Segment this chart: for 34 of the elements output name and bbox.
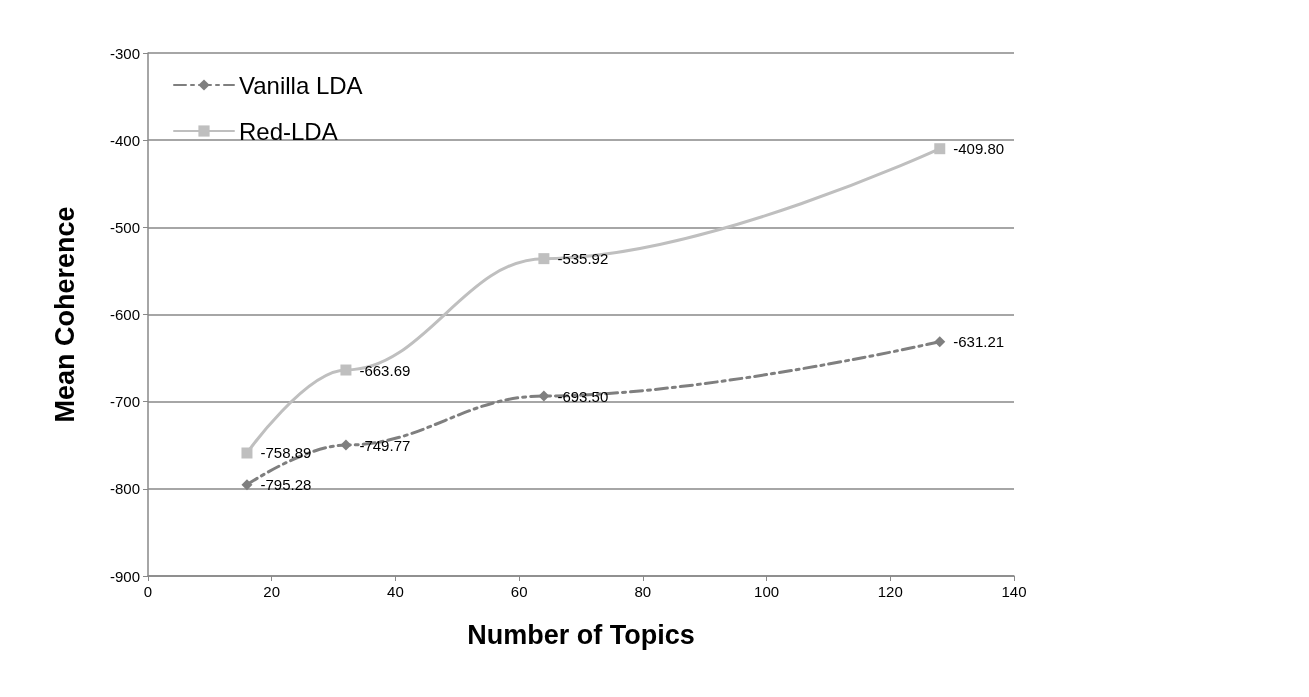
x-tick-label: 140: [1001, 583, 1027, 600]
data-label: -749.77: [359, 436, 411, 454]
data-label: -409.80: [953, 140, 1005, 158]
point: [340, 364, 352, 376]
y-tick-label: -700: [109, 393, 140, 411]
y-tick-label: -900: [109, 567, 140, 585]
point: [241, 447, 253, 459]
y-tick-label: -300: [109, 44, 140, 62]
legend-label: Red-LDA: [239, 117, 338, 145]
x-tick-label: 40: [387, 583, 404, 600]
x-tick-label: 80: [634, 583, 652, 600]
data-label: -693.50: [557, 387, 609, 405]
y-axis-title: Mean Coherence: [49, 206, 80, 423]
y-tick-label: -800: [109, 480, 140, 498]
data-label: -758.89: [260, 444, 312, 462]
x-tick-label: 60: [510, 583, 528, 600]
data-label: -631.21: [953, 333, 1005, 351]
x-axis-title: Number of Topics: [467, 619, 695, 650]
x-tick-label: 120: [877, 583, 903, 600]
y-tick-label: -400: [109, 131, 140, 149]
data-label: -663.69: [359, 361, 411, 379]
point: [934, 336, 946, 348]
x-tick-label: 0: [143, 583, 153, 600]
point: [934, 143, 946, 155]
point: [340, 439, 352, 451]
point: [241, 479, 253, 491]
y-tick-label: -600: [109, 306, 140, 323]
y-tick-label: -500: [109, 218, 140, 236]
x-tick-label: 20: [263, 583, 281, 600]
data-label: -535.92: [557, 250, 609, 268]
point: [538, 253, 550, 265]
legend-label: Vanilla LDA: [239, 71, 363, 99]
data-label: -795.28: [260, 476, 312, 494]
x-tick-label: 100: [754, 583, 780, 600]
